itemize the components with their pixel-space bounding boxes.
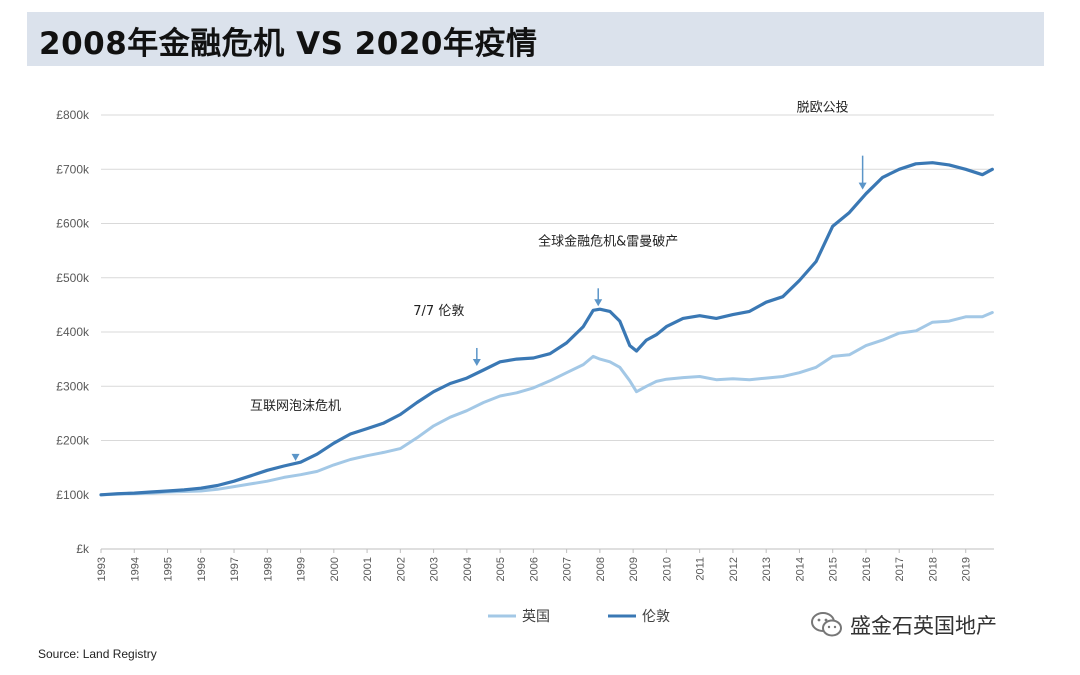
x-tick-label: 2001 [362,557,374,581]
y-tick-label: £100k [56,488,90,502]
x-tick-label: 1994 [129,557,141,581]
x-tick-label: 2016 [861,557,873,581]
x-tick-label: 2018 [927,557,939,581]
x-tick-label: 1996 [196,557,208,581]
x-tick-label: 2008 [595,557,607,581]
wechat-icon [811,612,842,637]
annotation-arrowhead [594,299,603,307]
x-tick-label: 2011 [695,557,707,581]
annotations: 互联网泡沫危机 7/7 伦敦 全球金融危机&雷曼破产 脱欧公投 [250,100,867,461]
x-tick-label: 2009 [628,557,640,581]
y-tick-label: £200k [56,434,90,448]
x-tick-label: 2014 [794,557,806,581]
y-tick-label: £800k [56,108,90,122]
x-tick-label: 1999 [296,557,308,581]
source-note: Source: Land Registry [38,647,157,661]
x-tick-label: 1995 [163,557,175,581]
annotation-arrowhead [291,453,300,461]
grid-lines [101,114,994,550]
annotation-label: 互联网泡沫危机 [250,399,341,414]
y-tick-label: £500k [56,271,90,285]
x-tick-label: 2015 [828,557,840,581]
x-tick-label: 1993 [96,557,108,581]
y-tick-label: £k [76,542,90,556]
legend-label: 英国 [522,608,550,625]
watermark: 盛金石英国地产 [810,610,997,640]
y-tick-label: £300k [56,379,90,393]
y-axis: £k £100k £200k £300k £400k £500k £600k £700k £80… [56,108,90,556]
x-tick-label: 2007 [562,557,574,581]
x-tick-label: 2004 [462,557,474,581]
y-tick-label: £700k [56,162,90,176]
x-tick-label: 2019 [961,557,973,581]
x-tick-label: 1997 [229,557,241,581]
x-tick-label: 2010 [661,557,673,581]
x-tick-label: 2005 [495,557,507,581]
annotation-label: 全球金融危机&雷曼破产 [538,233,678,249]
legend: 英国 伦敦 [488,608,670,625]
legend-label: 伦敦 [642,609,670,625]
annotation-arrowhead [858,182,867,190]
annotation-label: 7/7 伦敦 [413,303,464,319]
series-line-london [99,161,994,497]
series-lines [99,161,994,497]
y-tick-label: £600k [56,217,90,231]
watermark-text: 盛金石英国地产 [850,614,997,638]
x-tick-label: 2013 [761,557,773,581]
x-tick-label: 1998 [262,557,274,581]
y-tick-label: £400k [56,325,90,339]
x-tick-label: 2017 [894,557,906,581]
page-title: 2008年金融危机 VS 2020年疫情 [39,26,538,62]
x-tick-label: 2003 [429,557,441,581]
x-tick-label: 2002 [395,557,407,581]
annotation-label: 脱欧公投 [797,100,849,116]
x-tick-label: 2000 [329,557,341,581]
series-line-uk [99,311,994,497]
x-axis: 1993 1994 1995 1996 1997 1998 1999 2000 2001 2002… [96,549,973,581]
x-tick-label: 2006 [528,557,540,581]
annotation-arrowhead [472,358,481,366]
x-tick-label: 2012 [728,557,740,581]
title-bar: 2008年金融危机 VS 2020年疫情 [27,12,1044,66]
